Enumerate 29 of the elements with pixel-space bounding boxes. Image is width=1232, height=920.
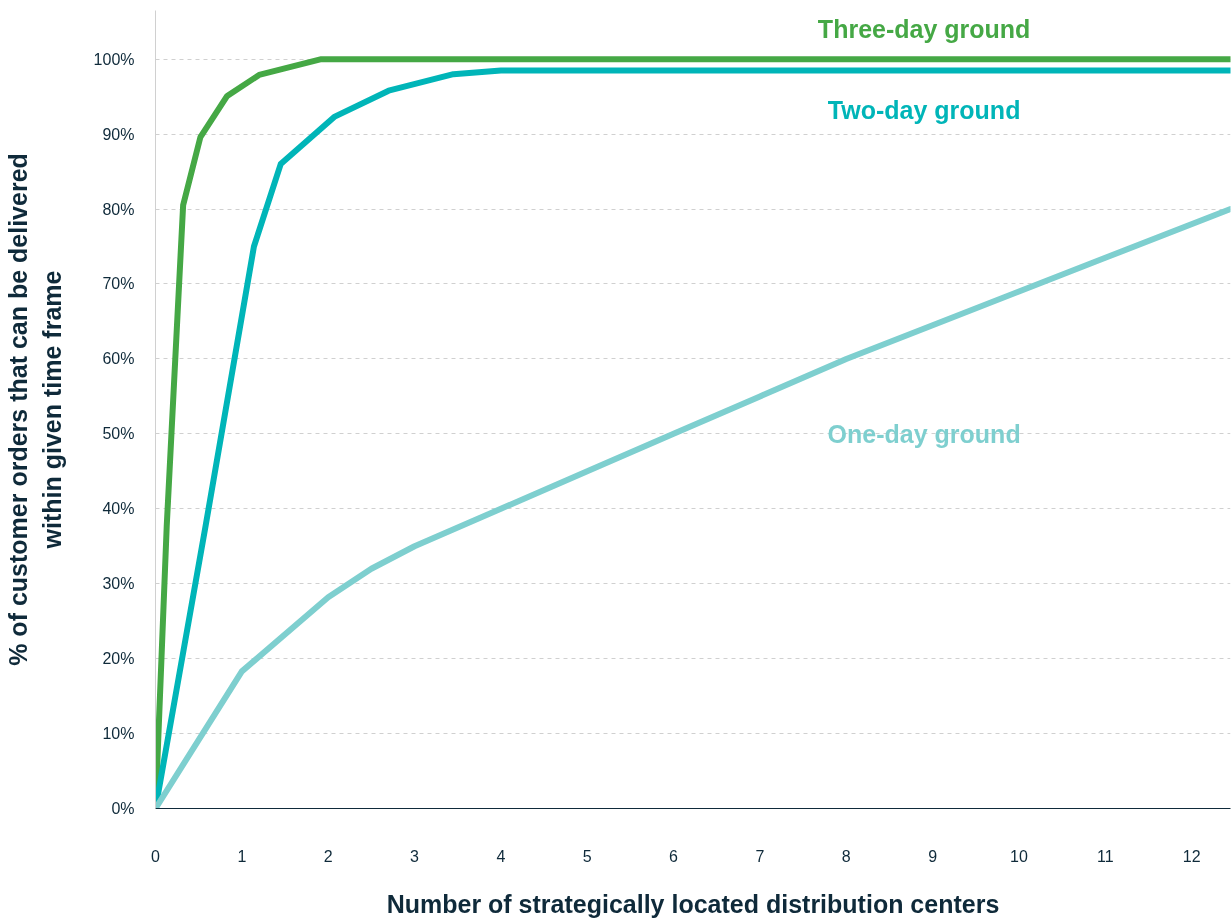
y-tick-label: 10% — [102, 725, 135, 743]
y-tick-label: 100% — [93, 50, 135, 68]
y-tick-label: 50% — [102, 425, 135, 443]
x-tick-label: 7 — [755, 847, 765, 865]
series-label: Three-day ground — [817, 15, 1031, 44]
x-tick-label: 10 — [1010, 847, 1028, 865]
x-tick-label: 1 — [237, 847, 247, 865]
x-tick-label: 0 — [151, 847, 161, 865]
y-axis-title: % of customer orders that can be delivered within given time frame — [3, 153, 66, 666]
y-tick-label: 70% — [102, 275, 135, 293]
x-tick-label: 11 — [1096, 847, 1114, 865]
x-axis-title: Number of strategically located distribution centers — [386, 889, 1000, 918]
series-label: Two-day ground — [827, 96, 1021, 125]
y-tick-label: 90% — [102, 125, 135, 143]
y-tick-label: 80% — [102, 200, 135, 218]
x-tick-label: 5 — [582, 847, 592, 865]
series-label: One-day ground — [827, 419, 1021, 448]
x-tick-label: 3 — [410, 847, 420, 865]
y-tick-label: 40% — [102, 500, 135, 518]
x-tick-label: 4 — [496, 847, 506, 865]
y-tick-label: 60% — [102, 350, 135, 368]
y-tick-label: 20% — [102, 650, 135, 668]
x-tick-label: 8 — [841, 847, 851, 865]
y-tick-label: 30% — [102, 575, 135, 593]
x-tick-label: 9 — [928, 847, 938, 865]
x-tick-label: 6 — [669, 847, 679, 865]
x-tick-label: 2 — [323, 847, 333, 865]
y-tick-label: 0% — [111, 800, 135, 817]
x-tick-label: 12 — [1182, 847, 1201, 865]
